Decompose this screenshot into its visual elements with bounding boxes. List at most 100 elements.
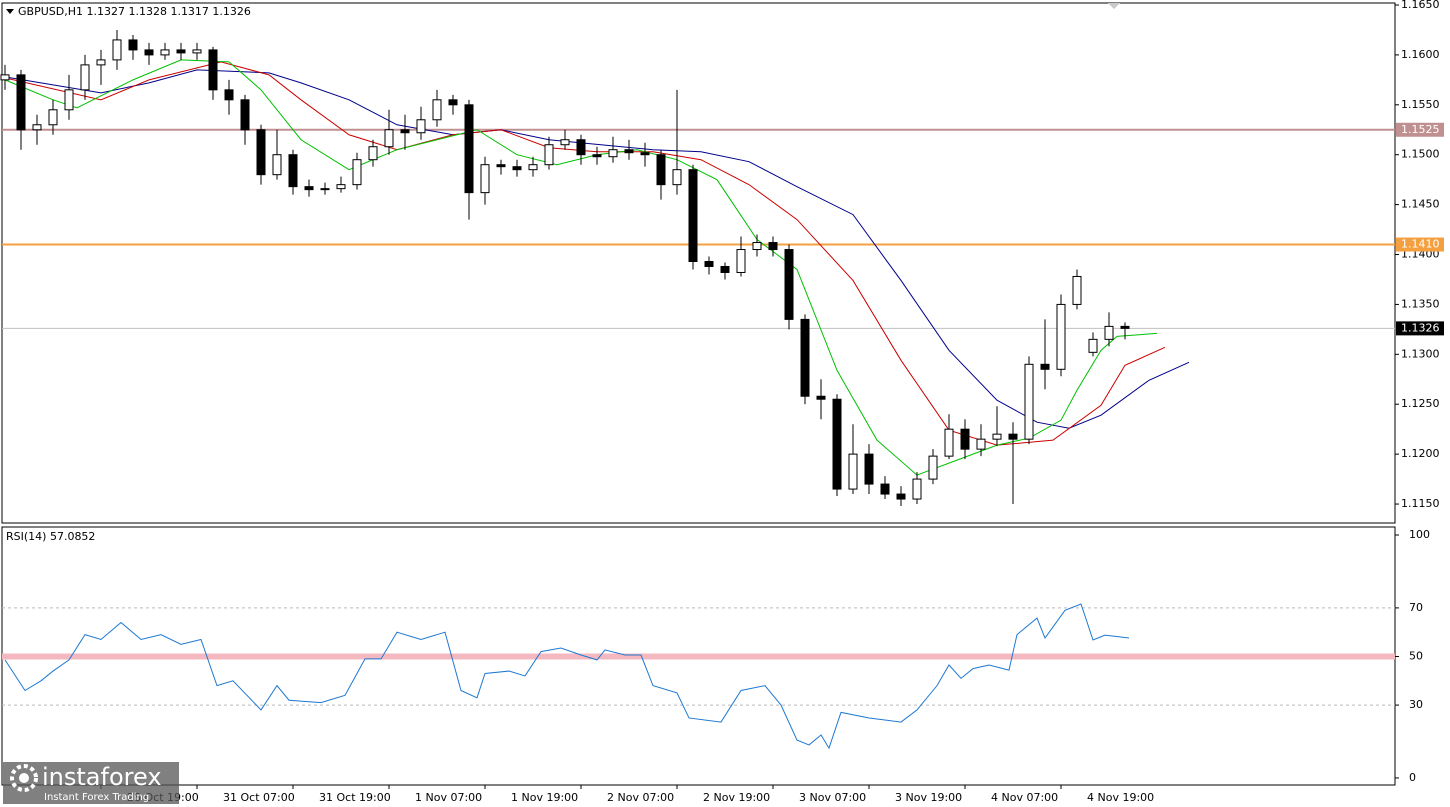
candle-body bbox=[640, 152, 650, 156]
candle-body bbox=[432, 99, 442, 121]
x-tick-label: 3 Nov 07:00 bbox=[799, 791, 866, 804]
candle-body bbox=[176, 49, 186, 54]
candle-body bbox=[16, 74, 26, 131]
candle-body bbox=[32, 124, 42, 131]
x-tick-label: 31 Oct 19:00 bbox=[319, 791, 391, 804]
watermark-brand: instaforex bbox=[42, 763, 162, 791]
symbol-header: GBPUSD,H1 1.1327 1.1328 1.1317 1.1326 bbox=[18, 5, 251, 18]
candle-body bbox=[464, 104, 474, 194]
candle-body bbox=[144, 49, 154, 56]
y-tick-label: 1.1150 bbox=[1401, 497, 1440, 510]
candle-body bbox=[928, 455, 938, 480]
candle-body bbox=[1072, 275, 1082, 305]
candle-body bbox=[656, 154, 666, 186]
candle-body bbox=[1056, 303, 1066, 370]
candle-body bbox=[992, 433, 1002, 440]
y-tick-label: 1.1250 bbox=[1401, 397, 1440, 410]
x-tick-label: 2 Nov 07:00 bbox=[607, 791, 674, 804]
watermark-logo-core bbox=[19, 773, 29, 783]
shift-marker bbox=[1108, 3, 1120, 9]
candle-body bbox=[416, 119, 426, 134]
candle-body bbox=[672, 169, 682, 186]
candle-body bbox=[400, 129, 410, 134]
level-tag bbox=[1396, 237, 1444, 252]
candle-body bbox=[128, 39, 138, 51]
candle-body bbox=[480, 164, 490, 194]
candle-body bbox=[320, 188, 330, 191]
y-tick-label: 70 bbox=[1409, 601, 1423, 614]
candle-body bbox=[272, 154, 282, 176]
candle-body bbox=[880, 483, 890, 495]
y-tick-label: 1.1450 bbox=[1401, 198, 1440, 211]
y-tick-label: 1.1350 bbox=[1401, 297, 1440, 310]
watermark: instaforex Instant Forex Trading bbox=[3, 762, 179, 804]
watermark-logo bbox=[10, 764, 38, 792]
candle-body bbox=[736, 249, 746, 273]
menu-arrow[interactable] bbox=[6, 9, 14, 14]
x-tick-label: 1 Nov 19:00 bbox=[511, 791, 578, 804]
x-tick-label: 4 Nov 19:00 bbox=[1087, 791, 1154, 804]
y-tick-label: 1.1650 bbox=[1401, 0, 1440, 11]
candle-body bbox=[288, 154, 298, 188]
candle-body bbox=[112, 39, 122, 61]
candle-body bbox=[720, 265, 730, 273]
candle-body bbox=[448, 99, 458, 106]
candle-body bbox=[912, 478, 922, 500]
candle-body bbox=[560, 139, 570, 146]
candle-body bbox=[752, 242, 762, 251]
candle-body bbox=[944, 428, 954, 457]
candle-body bbox=[256, 129, 266, 176]
candle-body bbox=[1120, 325, 1130, 329]
candle-body bbox=[96, 59, 106, 66]
candle-body bbox=[368, 146, 378, 161]
candle-body bbox=[384, 129, 394, 148]
candle-body bbox=[624, 149, 634, 154]
candle-body bbox=[976, 438, 986, 450]
rsi-line bbox=[4, 603, 1130, 750]
price-panel bbox=[1, 2, 1396, 524]
level-label: 1.1525 bbox=[1401, 123, 1440, 136]
candle-body bbox=[0, 74, 10, 81]
candle-body bbox=[768, 242, 778, 251]
candle-body bbox=[704, 261, 714, 267]
y-tick-label: 50 bbox=[1409, 649, 1423, 662]
y-tick-label: 1.1550 bbox=[1401, 98, 1440, 111]
watermark-tagline: Instant Forex Trading bbox=[44, 792, 149, 803]
rsi-header: RSI(14) 57.0852 bbox=[6, 530, 95, 543]
level-tag bbox=[1396, 321, 1444, 336]
candle-body bbox=[1088, 338, 1098, 353]
candle-body bbox=[960, 428, 970, 450]
x-tick-label: 1 Nov 07:00 bbox=[415, 791, 482, 804]
candle-body bbox=[608, 149, 618, 158]
level-label: 1.1410 bbox=[1401, 238, 1440, 251]
y-tick-label: 100 bbox=[1409, 528, 1430, 541]
candle-body bbox=[48, 109, 58, 126]
candle-body bbox=[576, 139, 586, 156]
candle-body bbox=[592, 154, 602, 158]
candle-body bbox=[80, 64, 90, 91]
candle-body bbox=[304, 186, 314, 191]
candle-body bbox=[896, 493, 906, 500]
candle-body bbox=[64, 89, 74, 111]
level-label: 1.1326 bbox=[1401, 321, 1440, 334]
candle-body bbox=[1040, 363, 1050, 370]
level-tag bbox=[1396, 122, 1444, 137]
candle-body bbox=[496, 164, 506, 168]
candle-body bbox=[352, 159, 362, 186]
candle-body bbox=[208, 49, 218, 91]
candle-body bbox=[544, 144, 554, 166]
candle-body bbox=[800, 318, 810, 397]
y-tick-label: 1.1500 bbox=[1401, 148, 1440, 161]
y-tick-label: 30 bbox=[1409, 698, 1423, 711]
candle-body bbox=[336, 184, 346, 190]
candle-body bbox=[1104, 325, 1114, 340]
y-tick-label: 0 bbox=[1409, 771, 1416, 784]
candle-body bbox=[240, 99, 250, 131]
candle-body bbox=[160, 49, 170, 56]
y-tick-label: 1.1200 bbox=[1401, 447, 1440, 460]
candle-body bbox=[528, 164, 538, 171]
candle-body bbox=[192, 49, 202, 54]
candle-body bbox=[784, 249, 794, 320]
candle-body bbox=[816, 395, 826, 400]
